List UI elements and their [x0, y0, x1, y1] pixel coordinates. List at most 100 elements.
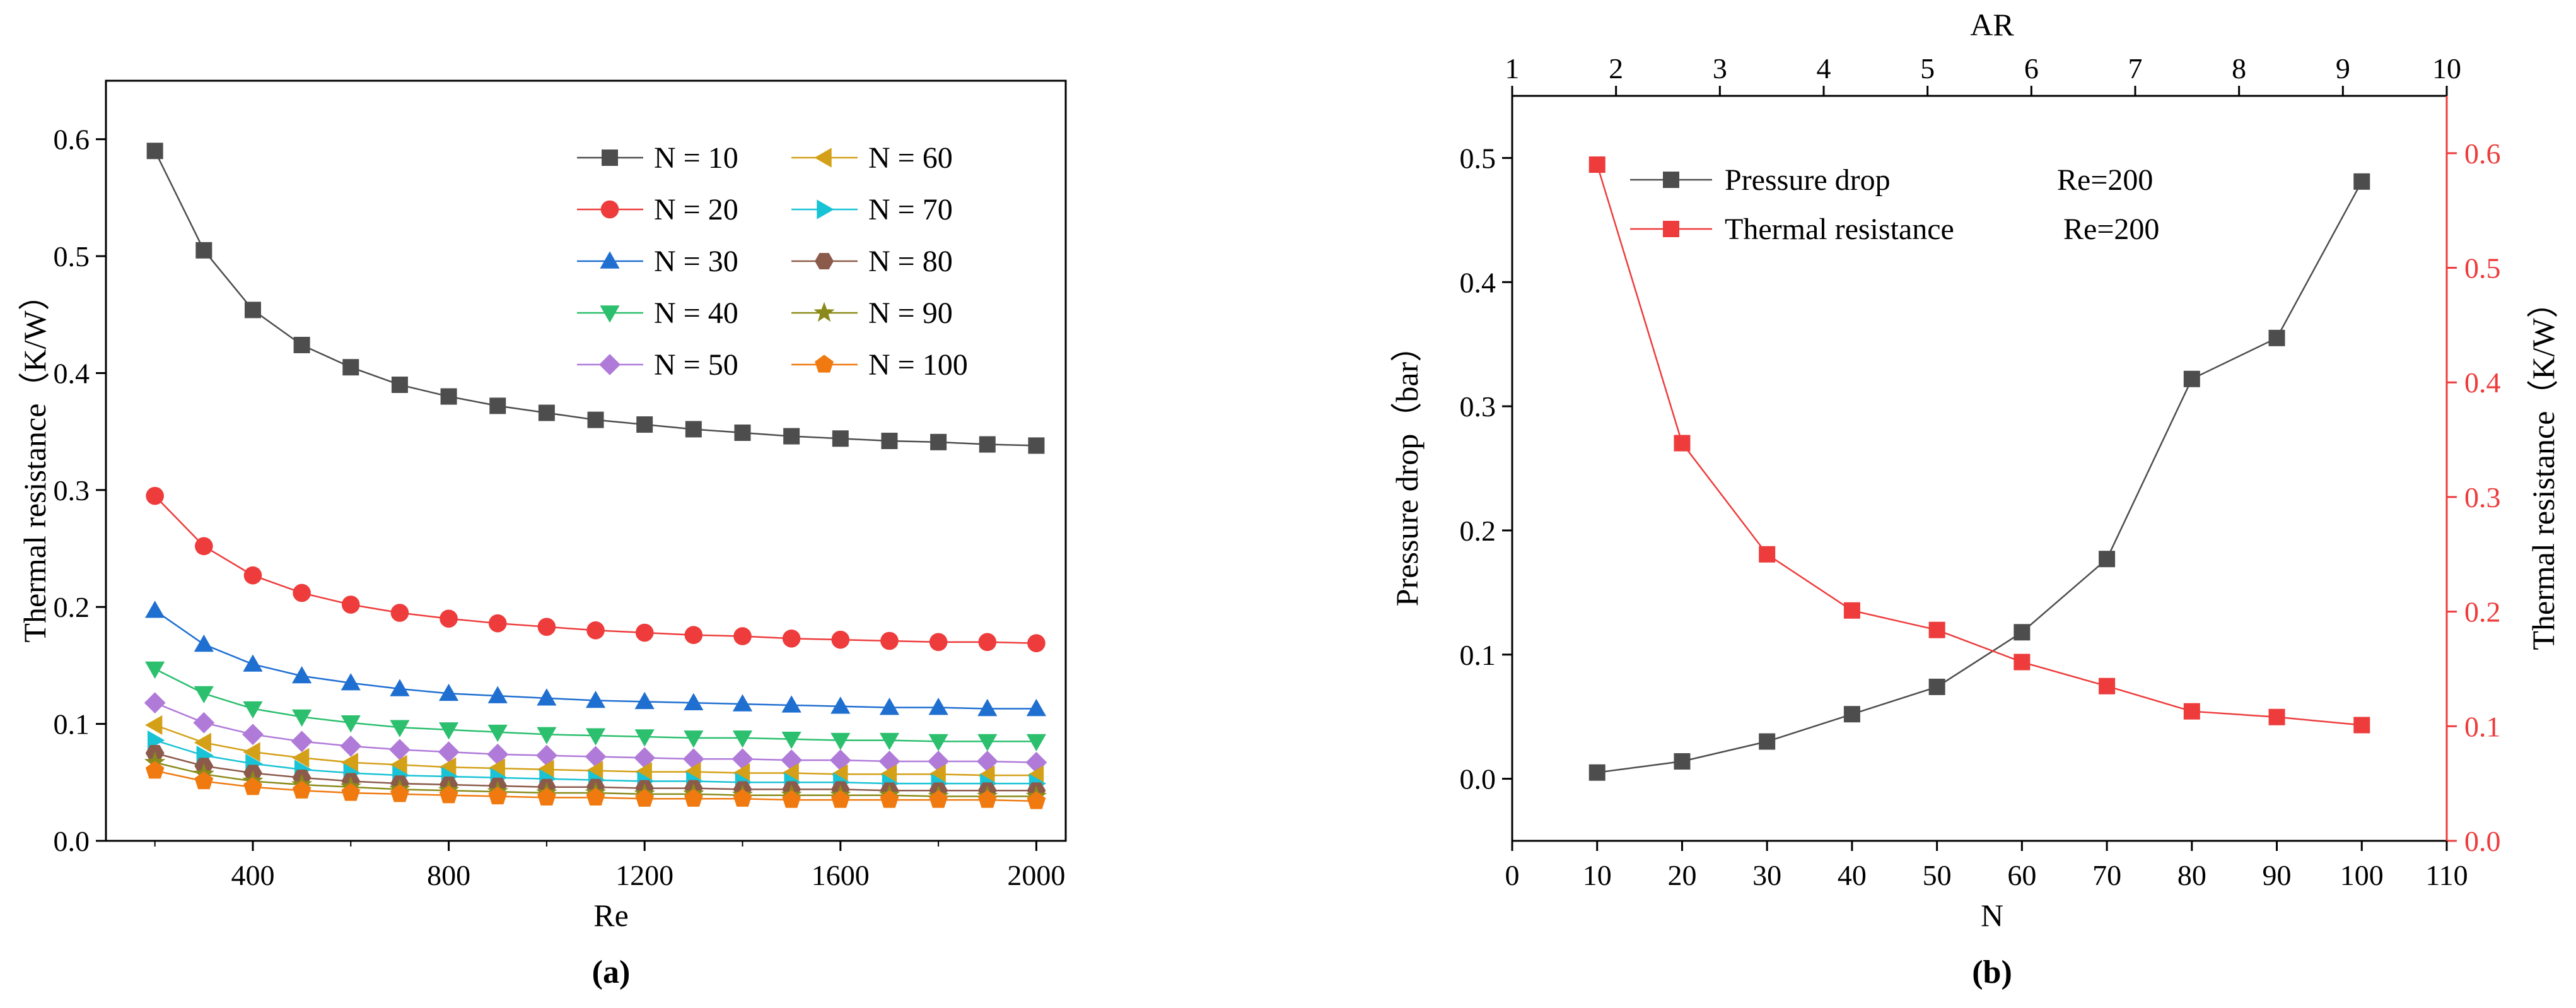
legend-label: Thermal resistance	[1725, 213, 1954, 246]
x-tick-label: 10	[1583, 859, 1612, 891]
x2-tick-label: 2	[1609, 52, 1623, 85]
legend-note: Re=200	[2063, 213, 2159, 246]
data-point	[341, 715, 361, 733]
data-point	[146, 143, 163, 160]
y-tick-label: 0.2	[54, 591, 90, 623]
data-point	[145, 661, 165, 679]
x-axis-label: Re	[593, 898, 629, 933]
data-point	[634, 729, 655, 747]
data-point	[783, 428, 800, 445]
data-point	[1588, 764, 1606, 781]
x2-axis-label: AR	[1970, 7, 2014, 42]
data-point	[733, 788, 752, 807]
data-point	[929, 633, 948, 652]
data-point	[2099, 677, 2116, 694]
data-point	[1843, 602, 1860, 619]
data-point	[438, 683, 459, 701]
data-point	[830, 790, 850, 808]
data-point	[194, 732, 212, 753]
legend-marker	[1663, 221, 1679, 237]
series-n50	[144, 692, 1047, 773]
data-point	[194, 686, 214, 704]
y2-tick-label: 0.4	[2464, 366, 2501, 399]
legend-label: N = 80	[868, 245, 953, 278]
data-point	[487, 758, 505, 778]
y2-tick-label: 0.5	[2464, 252, 2501, 284]
data-point	[732, 763, 750, 783]
x2-tick-label: 5	[1920, 52, 1935, 85]
series-n30	[145, 601, 1047, 717]
legend-marker	[600, 251, 620, 269]
data-point	[243, 742, 260, 762]
data-point	[1026, 734, 1047, 752]
x-tick-label: 1600	[812, 859, 870, 891]
plot-frame	[105, 79, 1067, 842]
data-point	[928, 764, 946, 784]
data-point	[390, 754, 407, 775]
data-point	[438, 757, 457, 777]
data-point	[929, 790, 948, 808]
y2-tick-label: 0.3	[2464, 481, 2501, 513]
data-point	[243, 777, 262, 795]
data-point	[487, 686, 508, 703]
data-point	[292, 780, 312, 799]
data-point	[585, 761, 603, 781]
data-point	[585, 690, 606, 708]
y2-tick-label: 0.1	[2464, 710, 2501, 742]
data-point	[585, 728, 606, 746]
legend-item: N = 70	[791, 193, 953, 226]
x2-tick-label: 7	[2128, 52, 2143, 85]
legend-marker	[813, 302, 835, 322]
legend-marker	[814, 148, 832, 168]
data-point	[292, 666, 312, 684]
data-point	[1843, 706, 1860, 723]
data-point	[1028, 437, 1045, 454]
data-point	[537, 787, 556, 806]
legend-label: N = 50	[654, 348, 738, 382]
legend-marker	[599, 354, 621, 375]
data-point	[390, 604, 409, 622]
data-point	[879, 732, 900, 751]
x-tick-label: 800	[427, 859, 470, 891]
data-point	[832, 430, 849, 447]
data-point	[293, 583, 311, 602]
data-point	[831, 630, 850, 649]
x-tick-label: 100	[2340, 859, 2384, 891]
x2-tick-label: 4	[1817, 52, 1831, 85]
legend-item: N = 60	[791, 141, 953, 175]
x-tick-label: 0	[1505, 859, 1520, 891]
data-point	[781, 763, 799, 783]
legend-marker	[600, 305, 620, 323]
data-point	[145, 715, 163, 735]
data-point	[781, 695, 801, 713]
data-point	[193, 712, 215, 734]
data-point	[342, 359, 359, 376]
series-line	[1596, 164, 2362, 726]
legend-item: N = 30	[577, 245, 738, 278]
data-point	[880, 631, 899, 650]
data-point	[586, 787, 605, 806]
y2-axis-label: Thermal resistance（K/W）	[2526, 286, 2561, 650]
data-point	[341, 595, 360, 614]
data-point	[389, 739, 411, 761]
legend-label: N = 70	[868, 193, 953, 226]
data-point	[979, 436, 996, 453]
data-point	[194, 771, 214, 790]
series-line	[1597, 181, 2363, 773]
data-point	[585, 746, 607, 768]
x-tick-label: 70	[2092, 859, 2121, 891]
data-point	[145, 601, 165, 618]
data-point	[732, 730, 753, 748]
data-point	[291, 730, 313, 753]
data-point	[292, 709, 312, 727]
y-tick-label: 0.4	[1460, 266, 1496, 298]
data-point	[830, 696, 851, 714]
legend-item: N = 20	[577, 193, 738, 226]
data-point	[440, 609, 458, 628]
legend-item: N = 90	[791, 296, 953, 330]
data-point	[781, 732, 801, 749]
legend-item: N = 10	[577, 141, 738, 175]
data-point	[2099, 551, 2116, 568]
data-point	[732, 694, 753, 712]
